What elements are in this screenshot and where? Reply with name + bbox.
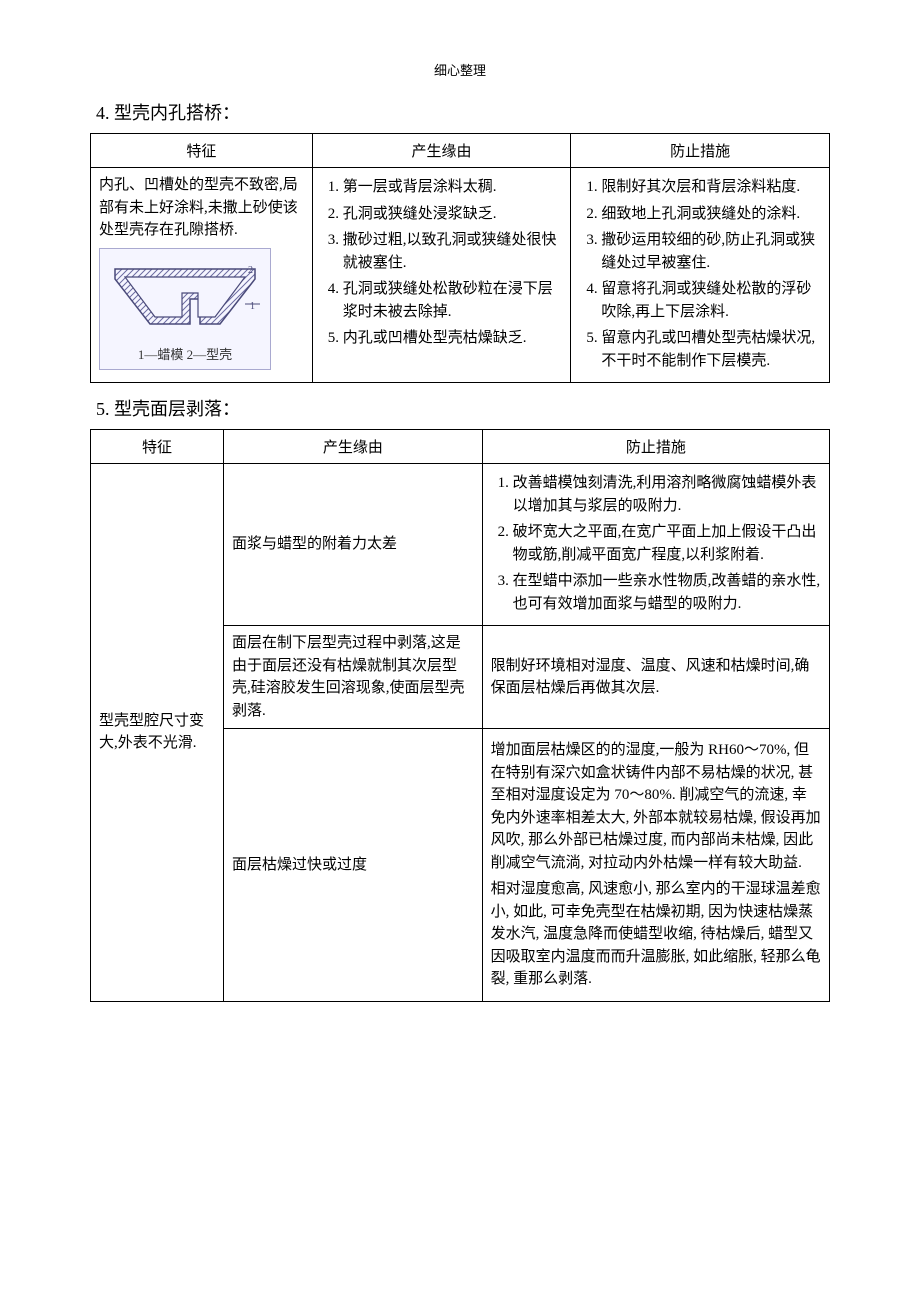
cell-causes: 第一层或背层涂料太稠. 孔洞或狭缝处浸浆缺乏. 撒砂过粗,以致孔洞或狭缝处很快就… <box>312 168 571 383</box>
table-row: 型壳型腔尺寸变大,外表不光滑. 面浆与蜡型的附着力太差 改善蜡模蚀刻清洗,利用溶… <box>91 464 830 626</box>
cell-feature: 型壳型腔尺寸变大,外表不光滑. <box>91 464 224 1002</box>
feature-diagram: 2 1 1—蜡模 2—型壳 <box>99 248 271 370</box>
measure-para: 相对湿度愈高, 风速愈小, 那么室内的干湿球温差愈小, 如此, 可幸免壳型在枯燥… <box>491 878 821 991</box>
list-item: 第一层或背层涂料太稠. <box>343 176 563 199</box>
page-header: 细心整理 <box>90 60 830 79</box>
list-item: 内孔或凹槽处型壳枯燥缺乏. <box>343 327 563 350</box>
cell-feature: 内孔、凹槽处的型壳不致密,局部有未上好涂料,未撒上砂使该处型壳存在孔隙搭桥. 2… <box>91 168 313 383</box>
list-item: 孔洞或狭缝处松散砂粒在浸下层浆时未被去除掉. <box>343 278 563 323</box>
list-item: 改善蜡模蚀刻清洗,利用溶剂略微腐蚀蜡模外表以增加其与浆层的吸附力. <box>513 472 821 517</box>
svg-text:1: 1 <box>250 301 255 312</box>
cell-cause: 面层枯燥过快或过度 <box>224 729 483 1002</box>
col-feature: 特征 <box>91 430 224 464</box>
col-cause: 产生缘由 <box>224 430 483 464</box>
measures-list: 改善蜡模蚀刻清洗,利用溶剂略微腐蚀蜡模外表以增加其与浆层的吸附力. 破坏宽大之平… <box>491 472 821 615</box>
list-item: 限制好其次层和背层涂料粘度. <box>601 176 821 199</box>
cell-measures: 限制好其次层和背层涂料粘度. 细致地上孔洞或狭缝处的涂料. 撒砂运用较细的砂,防… <box>571 168 830 383</box>
col-measure: 防止措施 <box>482 430 829 464</box>
list-item: 在型蜡中添加一些亲水性物质,改善蜡的亲水性,也可有效增加面浆与蜡型的吸附力. <box>513 570 821 615</box>
cell-cause: 面层在制下层型壳过程中剥落,这是由于面层还没有枯燥就制其次层型壳,硅溶胶发生回溶… <box>224 626 483 729</box>
list-item: 留意将孔洞或狭缝处松散的浮砂吹除,再上下层涂料. <box>601 278 821 323</box>
list-item: 破坏宽大之平面,在宽广平面上加上假设干凸出物或筋,削减平面宽广程度,以利浆附着. <box>513 521 821 566</box>
svg-text:2: 2 <box>248 265 253 276</box>
cause-text: 面层枯燥过快或过度 <box>232 857 367 873</box>
table-header-row: 特征 产生缘由 防止措施 <box>91 430 830 464</box>
measure-para: 增加面层枯燥区的的湿度,一般为 RH60～70%, 但在特别有深穴如盒状铸件内部… <box>491 739 821 874</box>
feature-text: 型壳型腔尺寸变大,外表不光滑. <box>99 713 204 752</box>
measures-list: 限制好其次层和背层涂料粘度. 细致地上孔洞或狭缝处的涂料. 撒砂运用较细的砂,防… <box>579 176 821 372</box>
diagram-caption: 1—蜡模 2—型壳 <box>100 345 270 365</box>
section-4-title: 4. 型壳内孔搭桥： <box>96 99 830 125</box>
col-feature: 特征 <box>91 134 313 168</box>
cell-measure: 增加面层枯燥区的的湿度,一般为 RH60～70%, 但在特别有深穴如盒状铸件内部… <box>482 729 829 1002</box>
table-section-5: 特征 产生缘由 防止措施 型壳型腔尺寸变大,外表不光滑. 面浆与蜡型的附着力太差… <box>90 429 830 1002</box>
list-item: 细致地上孔洞或狭缝处的涂料. <box>601 203 821 226</box>
causes-list: 第一层或背层涂料太稠. 孔洞或狭缝处浸浆缺乏. 撒砂过粗,以致孔洞或狭缝处很快就… <box>321 176 563 350</box>
table-row: 内孔、凹槽处的型壳不致密,局部有未上好涂料,未撒上砂使该处型壳存在孔隙搭桥. 2… <box>91 168 830 383</box>
list-item: 撒砂过粗,以致孔洞或狭缝处很快就被塞住. <box>343 229 563 274</box>
table-header-row: 特征 产生缘由 防止措施 <box>91 134 830 168</box>
list-item: 孔洞或狭缝处浸浆缺乏. <box>343 203 563 226</box>
col-cause: 产生缘由 <box>312 134 571 168</box>
list-item: 留意内孔或凹槽处型壳枯燥状况,不干时不能制作下层模壳. <box>601 327 821 372</box>
cell-cause: 面浆与蜡型的附着力太差 <box>224 464 483 626</box>
table-section-4: 特征 产生缘由 防止措施 内孔、凹槽处的型壳不致密,局部有未上好涂料,未撒上砂使… <box>90 133 830 383</box>
section-5-title: 5. 型壳面层剥落： <box>96 395 830 421</box>
measure-text: 限制好环境相对湿度、温度、风速和枯燥时间,确保面层枯燥后再做其次层. <box>491 658 810 697</box>
col-measure: 防止措施 <box>571 134 830 168</box>
cause-text: 面浆与蜡型的附着力太差 <box>232 536 397 552</box>
cell-measure: 限制好环境相对湿度、温度、风速和枯燥时间,确保面层枯燥后再做其次层. <box>482 626 829 729</box>
feature-text: 内孔、凹槽处的型壳不致密,局部有未上好涂料,未撒上砂使该处型壳存在孔隙搭桥. <box>99 177 298 238</box>
cause-text: 面层在制下层型壳过程中剥落,这是由于面层还没有枯燥就制其次层型壳,硅溶胶发生回溶… <box>232 635 465 719</box>
cell-measure: 改善蜡模蚀刻清洗,利用溶剂略微腐蚀蜡模外表以增加其与浆层的吸附力. 破坏宽大之平… <box>482 464 829 626</box>
list-item: 撒砂运用较细的砂,防止孔洞或狭缝处过早被塞住. <box>601 229 821 274</box>
